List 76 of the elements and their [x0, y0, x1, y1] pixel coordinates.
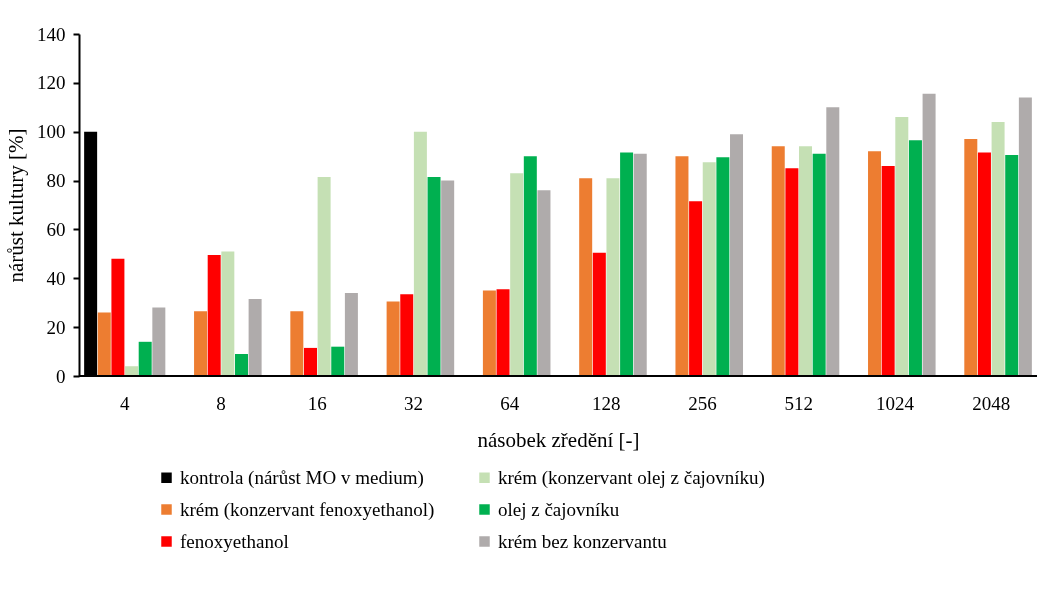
bar [510, 173, 524, 376]
x-tick-label: 128 [591, 392, 621, 414]
x-tick-label: 16 [307, 392, 327, 414]
legend-label: fenoxyethanol [180, 530, 289, 552]
x-tick-label: 512 [784, 392, 813, 414]
y-tick-label: 0 [56, 365, 66, 387]
legend-label: olej z čajovníku [498, 498, 620, 520]
bar [413, 131, 427, 376]
bar [730, 134, 744, 376]
x-tick-label: 1024 [875, 392, 915, 414]
x-tick-label: 64 [500, 392, 520, 414]
legend-label: kontrola (nárůst MO v medium) [180, 466, 424, 489]
bar [427, 176, 441, 376]
bar [991, 121, 1005, 376]
y-tick-label: 60 [46, 218, 66, 240]
bar [633, 153, 647, 376]
x-tick-label: 32 [404, 392, 424, 414]
bar [592, 252, 606, 376]
bar [1005, 154, 1019, 376]
bar [331, 346, 345, 376]
bar [908, 140, 922, 376]
bar [977, 152, 991, 376]
legend-label: krém bez konzervantu [498, 530, 668, 552]
y-tick-label: 80 [46, 170, 66, 192]
bar [675, 156, 689, 376]
bar [303, 347, 317, 376]
bar [537, 190, 551, 376]
x-tick-label: 4 [119, 392, 130, 414]
bar [152, 307, 166, 376]
y-tick-label: 20 [46, 316, 66, 338]
bar [579, 178, 593, 376]
bar [812, 153, 826, 376]
bar [620, 152, 634, 376]
bar [771, 146, 785, 376]
bar [606, 178, 620, 376]
x-axis-title: násobek zředění [-] [477, 427, 640, 452]
bar [400, 294, 414, 376]
x-tick-label: 256 [688, 392, 717, 414]
bar [441, 180, 455, 376]
bar [207, 255, 221, 376]
bar [1018, 97, 1032, 376]
bar [785, 168, 799, 376]
bar [194, 311, 208, 376]
bar [221, 251, 235, 376]
legend-label: krém (konzervant olej z čajovníku) [498, 466, 765, 489]
bar [716, 157, 730, 376]
y-tick-label: 100 [37, 121, 66, 143]
bar [138, 341, 152, 376]
bar [964, 139, 978, 376]
bar [386, 301, 400, 376]
y-tick-label: 40 [46, 267, 66, 289]
bar [895, 117, 909, 376]
y-tick-label: 140 [37, 23, 66, 45]
bar [922, 93, 936, 376]
bar [111, 258, 125, 376]
bar [689, 201, 703, 376]
bar [125, 366, 139, 376]
y-tick-label: 120 [37, 72, 66, 94]
x-tick-label: 8 [216, 392, 226, 414]
x-tick-label: 2048 [972, 392, 1011, 414]
bar [496, 289, 510, 376]
bar [248, 299, 262, 376]
bar [702, 162, 716, 376]
bar [826, 107, 840, 376]
bar [97, 312, 111, 376]
bar [523, 156, 537, 376]
legend-label: krém (konzervant fenoxyethanol) [180, 498, 435, 521]
bar [344, 292, 358, 376]
bar [290, 311, 304, 376]
bar [868, 151, 882, 376]
bar [317, 176, 331, 376]
bar [799, 146, 813, 376]
bar [234, 354, 248, 376]
y-axis-title: nárůst kultury [%] [4, 128, 28, 283]
bar [881, 165, 895, 376]
bar [482, 290, 496, 376]
